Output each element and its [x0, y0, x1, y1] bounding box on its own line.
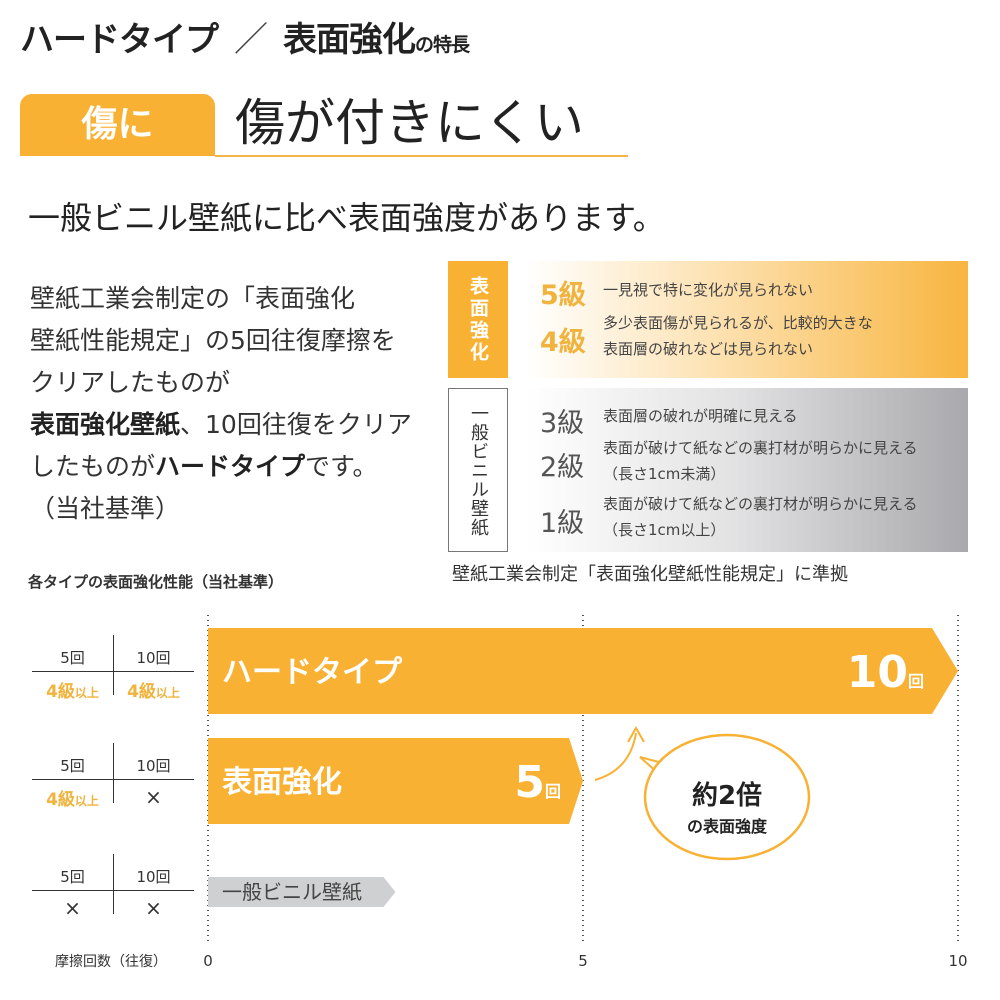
grade-value: 3級	[540, 408, 585, 439]
divider	[113, 635, 114, 695]
desc-line: 表面が破けて紙などの裏打材が明らかに見える	[603, 495, 918, 513]
chart-title: 各タイプの表面強化性能（当社基準）	[28, 573, 284, 591]
table-header: 5回	[60, 868, 85, 886]
bar	[208, 628, 958, 714]
bar-value-label: 10回	[847, 647, 924, 698]
body-line: 壁紙工業会制定の「表面強化	[30, 284, 356, 313]
body-text: 壁紙工業会制定の「表面強化 壁紙性能規定」の5回往復摩擦を クリアしたものが 表…	[30, 278, 412, 530]
table-cell: ×	[64, 896, 81, 920]
divider	[113, 743, 114, 803]
title-separator: ／	[234, 20, 268, 60]
x-axis-label: 摩擦回数（往復）	[55, 954, 167, 970]
table-header: 10回	[136, 757, 171, 775]
grade-value: 2級	[540, 452, 585, 483]
body-line: （当社基準）	[30, 494, 181, 523]
speech-bubble	[643, 733, 811, 861]
grade-desc: 表面が破けて紙などの裏打材が明らかに見える （長さ1cm未満）	[603, 435, 918, 487]
title-hard-type: ハードタイプ	[20, 20, 219, 60]
bar-category-label: 一般ビニル壁紙	[222, 880, 362, 904]
grade-desc: 一見視で特に変化が見られない	[603, 281, 814, 299]
table-header: 5回	[60, 757, 85, 775]
section-headline: 傷が付きにくい	[235, 94, 584, 152]
arrow-head-icon	[627, 725, 645, 743]
body-line: クリアしたものが	[30, 368, 231, 397]
grade-box-label: 一般ビニル壁紙	[448, 388, 508, 552]
x-tick-label: 5	[578, 952, 588, 970]
table-cell-sub: 以上	[74, 794, 99, 808]
table-cell: 4級	[46, 682, 75, 702]
desc-line: 多少表面傷が見られるが、比較的大きな	[603, 314, 873, 332]
lead-text: 一般ビニル壁紙に比べ表面強度があります。	[28, 199, 665, 237]
page-title: ハードタイプ ／ 表面強化の特長	[20, 12, 470, 61]
divider	[113, 854, 114, 914]
body-span: 、10回往復をクリア	[180, 410, 412, 439]
table-cell: 4級	[127, 682, 156, 702]
bar-value-label: 5回	[514, 757, 561, 808]
bar-category-label: 表面強化	[222, 765, 342, 800]
desc-line: （長さ1cm未満）	[603, 465, 726, 483]
bold-text: ハードタイプ	[155, 452, 306, 481]
title-surface: 表面強化	[283, 20, 416, 60]
standard-note: 壁紙工業会制定「表面強化壁紙性能規定」に準拠	[452, 564, 848, 585]
table-header: 10回	[136, 868, 171, 886]
desc-line: （長さ1cm以上）	[603, 521, 726, 539]
x-tick-label: 10	[948, 952, 967, 970]
bar-category-label: ハードタイプ	[222, 655, 403, 690]
body-line: したものがハードタイプです。	[30, 446, 412, 488]
body-line: 表面強化壁紙、10回往復をクリア	[30, 404, 412, 446]
table-cell-sub: 以上	[74, 686, 99, 700]
grade-value: 1級	[540, 508, 585, 539]
body-line: 壁紙性能規定」の5回往復摩擦を	[30, 326, 396, 355]
grade-desc: 表面層の破れが明確に見える	[603, 407, 798, 425]
section-tag: 傷に	[20, 94, 215, 156]
table-cell: ×	[145, 896, 162, 920]
grade-value: 4級	[540, 327, 586, 358]
table-cell: 4級	[46, 790, 75, 810]
desc-line: 表面が破けて紙などの裏打材が明らかに見える	[603, 439, 918, 457]
grade-box-surface: 表面強化 5級 一見視で特に変化が見られない 4級 多少表面傷が見られるが、比較…	[448, 261, 968, 378]
grade-desc: 表面が破けて紙などの裏打材が明らかに見える （長さ1cm以上）	[603, 491, 918, 543]
grade-value: 5級	[540, 280, 586, 311]
desc-line: 表面層の破れなどは見られない	[603, 340, 814, 358]
annotation-main: 約2倍	[692, 780, 762, 811]
body-span: したものが	[30, 452, 156, 481]
headline-underline	[215, 155, 628, 157]
grade-desc: 多少表面傷が見られるが、比較的大きな 表面層の破れなどは見られない	[603, 310, 873, 362]
x-tick-label: 0	[203, 952, 213, 970]
arrow-curve	[594, 732, 637, 781]
title-suffix: の特長	[415, 34, 470, 56]
table-cell: ×	[145, 785, 162, 809]
grade-box-label: 表面強化	[448, 261, 508, 378]
bar	[208, 738, 583, 824]
bar	[208, 877, 396, 907]
annotation-sub: の表面強度	[687, 817, 768, 836]
grade-box-vinyl: 一般ビニル壁紙 3級 表面層の破れが明確に見える 2級 表面が破けて紙などの裏打…	[448, 388, 968, 552]
body-span: です。	[305, 452, 378, 481]
table-header: 10回	[136, 649, 171, 667]
table-cell-sub: 以上	[155, 686, 180, 700]
table-header: 5回	[60, 649, 85, 667]
bold-text: 表面強化壁紙	[30, 410, 181, 439]
